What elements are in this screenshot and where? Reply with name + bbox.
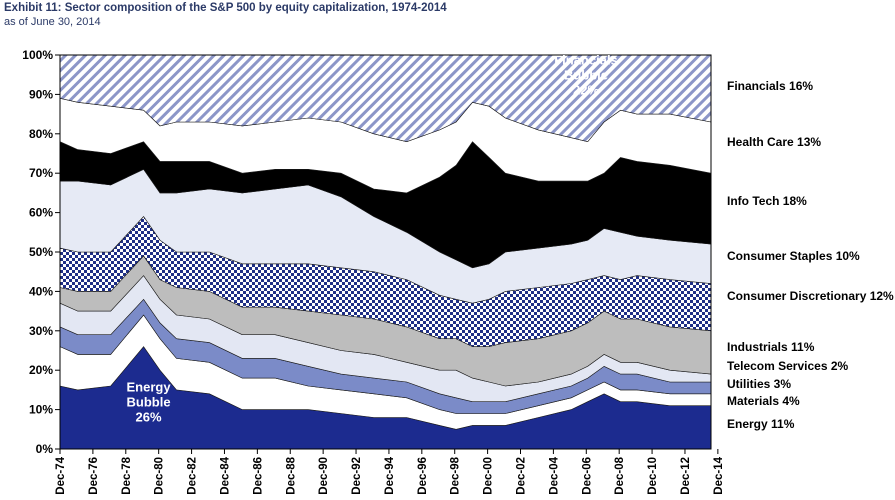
x-tick-label: Dec-82 xyxy=(187,457,199,495)
x-tick-label: Dec-94 xyxy=(384,456,396,494)
legend-energy: Energy 11% xyxy=(727,417,795,431)
legend-financials: Financials 16% xyxy=(727,79,813,93)
x-tick-label: Dec-00 xyxy=(483,457,495,495)
x-tick-label: Dec-90 xyxy=(318,457,330,495)
x-tick-label: Dec-80 xyxy=(154,457,166,495)
y-tick-label: 50% xyxy=(29,245,53,259)
chart-subtitle: as of June 30, 2014 xyxy=(4,16,101,28)
x-tick-label: Dec-86 xyxy=(252,457,264,495)
chart-title: Exhibit 11: Sector composition of the S&… xyxy=(4,2,447,14)
x-tick-label: Dec-12 xyxy=(680,457,692,495)
x-tick-label: Dec-74 xyxy=(55,456,67,494)
y-tick-label: 30% xyxy=(29,324,53,338)
x-tick-label: Dec-76 xyxy=(88,457,100,495)
y-tick-label: 80% xyxy=(29,127,53,141)
y-tick-label: 100% xyxy=(22,48,53,62)
x-tick-label: Dec-04 xyxy=(548,456,560,494)
y-tick-label: 0% xyxy=(36,442,54,456)
legend-consumer-staples: Consumer Staples 10% xyxy=(727,249,860,263)
x-tick-label: Dec-06 xyxy=(581,457,593,495)
legend: Energy 11% Materials 4% Utilities 3% Teleco… xyxy=(727,79,894,431)
y-tick-label: 90% xyxy=(29,87,53,101)
annotations: Energy Bubble 26% Tech Bubble 32% Financials Bu… xyxy=(126,53,617,425)
y-tick-label: 20% xyxy=(29,363,53,377)
x-tick-label: Dec-88 xyxy=(285,456,297,494)
x-tick-label: Dec-98 xyxy=(450,456,462,494)
y-tick-label: 40% xyxy=(29,284,53,298)
x-tick-label: Dec-92 xyxy=(351,457,363,495)
legend-consumer-discretionary: Consumer Discretionary 12% xyxy=(727,289,894,303)
x-tick-label: Dec-08 xyxy=(614,456,626,494)
x-tick-label: Dec-78 xyxy=(121,456,133,494)
legend-industrials: Industrials 11% xyxy=(727,340,815,354)
legend-info-tech: Info Tech 18% xyxy=(727,194,807,208)
y-tick-label: 70% xyxy=(29,166,53,180)
legend-telecom-services: Telecom Services 2% xyxy=(727,359,849,373)
x-tick-label: Dec-96 xyxy=(417,457,429,495)
legend-health-care: Health Care 13% xyxy=(727,135,821,149)
x-tick-label: Dec-84 xyxy=(219,456,231,494)
x-tick-label: Dec-14 xyxy=(713,456,725,494)
y-tick-label: 10% xyxy=(29,403,53,417)
y-tick-label: 60% xyxy=(29,206,53,220)
legend-materials: Materials 4% xyxy=(727,394,800,408)
area-layers xyxy=(59,54,712,450)
x-tick-label: Dec-10 xyxy=(647,457,659,495)
axes: 0% 10% 20% 30% 40% 50% 60% 70% 80% 90% 100% Dec-74 D… xyxy=(22,48,725,495)
x-tick-label: Dec-02 xyxy=(516,457,528,495)
annotation-bubble: Energy Bubble 26% xyxy=(126,380,171,425)
annotation-bubble: Tech Bubble 32% xyxy=(421,187,465,232)
legend-utilities: Utilities 3% xyxy=(727,377,791,391)
annotation-bubble: Financials Bubble 22% xyxy=(554,53,618,98)
